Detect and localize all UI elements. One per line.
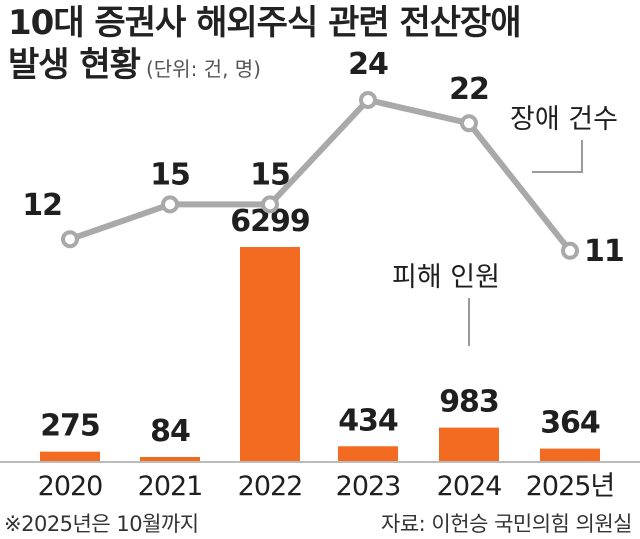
- bar-5: [540, 448, 600, 461]
- title-line-2-text: 발생 현황: [8, 45, 141, 85]
- footnote: ※2025년은 10월까지: [4, 512, 199, 536]
- line-point-3: [359, 91, 377, 109]
- legend-bar-series: 피해 인원: [392, 262, 500, 293]
- bar-4: [439, 427, 499, 461]
- bar-label-0: 275: [40, 409, 100, 444]
- bar-3: [338, 446, 398, 461]
- title-line-1: 10대 증권사 해외주식 관련 전산장애: [8, 3, 522, 43]
- legend-line-series: 장애 건수: [510, 104, 618, 135]
- line-label-5: 11: [584, 234, 624, 269]
- x-tick-label-2: 2022: [238, 471, 303, 502]
- line-point-2: [261, 195, 279, 214]
- x-tick-label-4: 2024: [437, 471, 502, 502]
- line-series-path: [67, 97, 573, 254]
- bar-0: [40, 451, 100, 461]
- unit-label: (단위: 건, 명): [145, 57, 261, 81]
- chart-title: 10대 증권사 해외주식 관련 전산장애 발생 현황 (단위: 건, 명): [8, 2, 633, 90]
- line-label-0: 12: [22, 188, 62, 223]
- bar-1: [140, 457, 200, 461]
- x-tick-label-1: 2021: [138, 471, 203, 502]
- x-tick-label-5: 2025년: [526, 471, 615, 502]
- title-line-2: 발생 현황 (단위: 건, 명): [8, 44, 633, 90]
- bar-2: [240, 247, 300, 461]
- line-point-1: [161, 195, 179, 214]
- line-point-4: [460, 114, 478, 133]
- line-label-4: 22: [449, 72, 489, 107]
- line-point-5: [561, 241, 579, 260]
- source-note: 자료: 이헌승 국민의힘 의원실: [381, 512, 632, 536]
- x-tick-label-3: 2023: [336, 471, 401, 502]
- bar-label-5: 364: [540, 406, 600, 441]
- legend-line-leader: [532, 140, 583, 173]
- line-point-0: [61, 230, 79, 249]
- bar-label-3: 434: [338, 403, 398, 438]
- line-label-3: 24: [348, 47, 388, 82]
- bar-label-1: 84: [150, 414, 190, 449]
- line-label-1: 15: [150, 157, 190, 192]
- x-tick-label-0: 2020: [38, 471, 103, 502]
- line-label-2: 15: [250, 157, 290, 192]
- bar-label-4: 983: [439, 385, 499, 420]
